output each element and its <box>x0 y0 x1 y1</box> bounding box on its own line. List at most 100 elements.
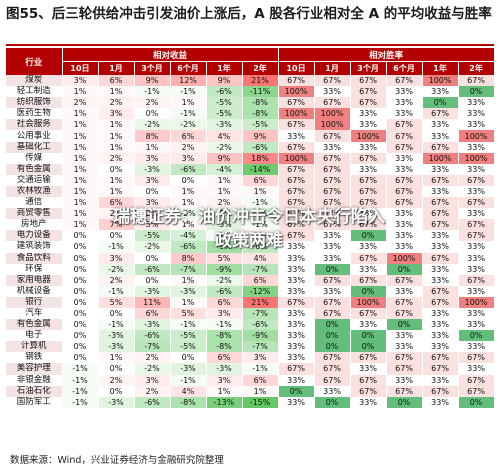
return-cell: 1% <box>62 119 99 131</box>
winrate-cell: 67% <box>422 197 459 209</box>
return-cell: -3% <box>170 285 207 297</box>
winrate-cell: 33% <box>386 374 423 386</box>
winrate-cell: 33% <box>278 252 315 264</box>
return-cell: 0% <box>170 174 207 186</box>
winrate-cell: 100% <box>350 130 387 142</box>
return-cell: 7% <box>98 219 135 231</box>
headline-overlay: 瑞穗证券：油价冲击令日本央行陷入 政策两难 <box>64 205 434 253</box>
winrate-cell: 33% <box>458 285 495 297</box>
return-cell: 1% <box>98 130 135 142</box>
return-cell: 6% <box>206 296 243 308</box>
return-cell: 0% <box>98 230 135 242</box>
winrate-cell: 0% <box>314 319 351 331</box>
return-cell: -7% <box>242 307 279 320</box>
industry-name: 基础化工 <box>6 141 63 153</box>
return-cell: 21% <box>242 296 279 308</box>
winrate-cell: 67% <box>422 174 459 186</box>
table-row: 传媒 1% 2% 3% 3% 9% 18% 100% 67% 67% 33% 100% 100% <box>6 152 495 164</box>
return-cell: -4% <box>206 163 243 175</box>
return-cell: 2% <box>98 374 135 386</box>
return-cell: 1% <box>98 141 135 153</box>
return-cell: 9% <box>206 152 243 164</box>
winrate-cell: 33% <box>278 263 315 275</box>
winrate-cell: 33% <box>458 319 495 331</box>
winrate-period-header: 3个月 <box>350 61 387 75</box>
return-cell: -2% <box>206 141 243 153</box>
return-cell: 2% <box>206 197 243 209</box>
return-cell: -13% <box>206 396 243 408</box>
return-cell: 9% <box>134 75 171 87</box>
winrate-cell: 33% <box>422 374 459 386</box>
return-cell: -6% <box>242 241 279 253</box>
winrate-cell: 67% <box>458 274 495 286</box>
return-cell: -3% <box>206 208 243 220</box>
winrate-cell: 33% <box>422 307 459 320</box>
return-cell: -1% <box>206 319 243 331</box>
return-cell: -5% <box>170 330 207 342</box>
return-cell: -7% <box>170 263 207 275</box>
return-cell: -1% <box>62 374 99 386</box>
return-cell: 3% <box>170 152 207 164</box>
winrate-cell: 33% <box>278 274 315 286</box>
industry-name: 电力设备 <box>6 230 63 242</box>
winrate-cell: 67% <box>386 130 423 142</box>
industry-name: 银行 <box>6 296 63 308</box>
winrate-cell: 33% <box>314 252 351 264</box>
return-cell: 1% <box>62 174 99 186</box>
winrate-cell: 33% <box>350 396 387 408</box>
winrate-cell: 33% <box>458 252 495 264</box>
winrate-cell: 67% <box>314 274 351 286</box>
winrate-cell: 67% <box>278 296 315 308</box>
winrate-cell: 0% <box>386 263 423 275</box>
return-cell: 1% <box>62 108 99 120</box>
winrate-cell: 33% <box>350 263 387 275</box>
winrate-cell: 67% <box>350 75 387 87</box>
winrate-cell: 33% <box>350 163 387 175</box>
return-cell: -2% <box>134 241 171 253</box>
table-row: 农林牧渔 1% 1% 0% 1% 1% 1% 67% 67% 67% 67% 33% 33% <box>6 185 495 198</box>
winrate-cell: 33% <box>350 108 387 120</box>
return-cell: -2% <box>134 363 171 375</box>
return-cell: -1% <box>242 197 279 209</box>
winrate-cell: 33% <box>458 241 495 253</box>
return-cell: 12% <box>170 75 207 87</box>
table-row: 机械设备 0% -1% -3% -3% -6% -12% 33% 33% 0% 33% 67% 33% <box>6 285 495 297</box>
return-cell: 1% <box>62 208 99 220</box>
industry-name: 农林牧渔 <box>6 185 63 198</box>
return-cell: 1% <box>98 185 135 198</box>
winrate-cell: 67% <box>350 352 387 364</box>
winrate-cell: 67% <box>422 285 459 297</box>
table-row: 公用事业 1% 1% 8% 6% 4% 9% 33% 67% 100% 67% 33% 100% <box>6 130 495 142</box>
return-cell: -8% <box>170 396 207 408</box>
winrate-cell: 33% <box>386 163 423 175</box>
winrate-cell: 33% <box>422 330 459 342</box>
return-cell: 1% <box>206 174 243 186</box>
winrate-cell: 67% <box>278 185 315 198</box>
return-cell: 2% <box>134 97 171 109</box>
table-row: 非银金融 -1% 2% 3% -1% 3% 6% 33% 67% 67% 33% 33% 67% <box>6 374 495 386</box>
return-cell: 8% <box>170 252 207 264</box>
table-row: 银行 0% 5% 11% 1% 6% 21% 67% 67% 100% 67% 67% 100% <box>6 296 495 308</box>
winrate-cell: 33% <box>386 330 423 342</box>
winrate-cell: 33% <box>314 230 351 242</box>
winrate-cell: 33% <box>458 97 495 109</box>
winrate-cell: 67% <box>314 97 351 109</box>
table-row: 基础化工 1% 1% 1% 2% -2% -6% 67% 33% 33% 67% 67% 33% <box>6 141 495 153</box>
winrate-cell: 67% <box>422 352 459 364</box>
table-row: 轻工制造 1% 1% -1% -1% -6% -11% 100% 33% 67% 33% 33% 0% <box>6 86 495 98</box>
winrate-cell: 33% <box>422 263 459 275</box>
winrate-cell: 100% <box>386 252 423 264</box>
return-cell: 6% <box>242 374 279 386</box>
winrate-cell: 67% <box>350 252 387 264</box>
industry-name: 传媒 <box>6 152 63 164</box>
return-cell: 3% <box>206 307 243 320</box>
winrate-cell: 33% <box>458 163 495 175</box>
winrate-cell: 33% <box>422 86 459 98</box>
winrate-cell: 67% <box>386 385 423 397</box>
table-row: 钢铁 0% 1% 2% 0% 6% 3% 33% 67% 67% 67% 67% 67% <box>6 352 495 364</box>
return-cell: 2% <box>98 208 135 220</box>
return-cell: 9% <box>242 130 279 142</box>
winrate-cell: 0% <box>350 230 387 242</box>
return-cell: 1% <box>98 174 135 186</box>
winrate-cell: 33% <box>386 208 423 220</box>
